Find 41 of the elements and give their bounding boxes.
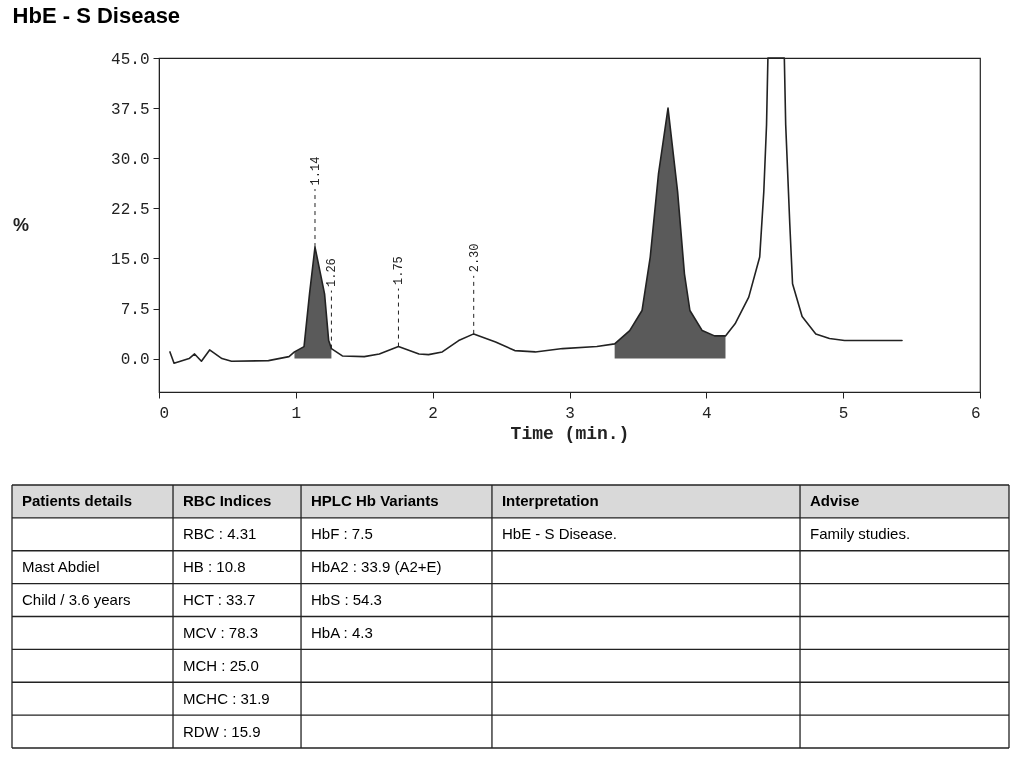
y-tick-label: 15.0 [111,250,150,269]
text: Mast Abdiel [22,558,100,576]
text: RDW : 15.9 [183,722,261,740]
category-label: HPLC Hb Variants [311,492,439,510]
y-tick-label: 7.5 [120,301,150,319]
chart-title: HbE - S Disease [12,3,181,28]
text: HbS : 54.3 [311,591,382,609]
text: HbF : 7.5 [311,525,373,543]
y-tick-label: 37.5 [111,100,150,119]
y-tick-label: 0.0 [120,351,150,370]
annotation: 1.26 [325,258,340,287]
text: HCT : 33.7 [183,591,256,609]
x-tick-label: 1 [291,404,302,423]
text: MCHC : 31.9 [183,689,270,707]
category-label: RBC Indices [183,492,272,510]
text: HbE - S Disease. [501,525,617,543]
text: HB : 10.8 [183,558,246,576]
y-tick-label: 30.0 [111,150,150,169]
category-label: Interpretation [501,492,599,510]
text: MCH : 25.0 [183,656,259,674]
text: RBC : 4.31 [183,525,257,543]
text: HbA : 4.3 [311,623,373,641]
x-tick-label: 3 [565,404,575,423]
x-tick-label: 6 [970,404,981,423]
y-tick-label: 22.5 [111,200,150,219]
x-tick-label: 5 [838,404,849,423]
category-label: Patients details [22,492,133,510]
text: Family studies. [810,525,911,543]
x-tick-label: 0 [159,404,170,423]
category-label: Advise [810,492,860,510]
y-tick-label: 45.0 [111,50,150,69]
x-axis-title: Time (min.) [510,423,630,444]
annotation: 1.75 [392,256,407,285]
text: MCV : 78.3 [183,623,259,641]
annotation: 2.30 [467,243,482,273]
x-tick-label: 2 [428,404,438,423]
text: Child / 3.6 years [22,591,131,609]
text: HbA2 : 33.9 (A2+E) [311,558,442,576]
y-axis-title: % [13,214,30,235]
x-tick-label: 4 [702,404,712,423]
annotation: 1.14 [308,156,323,186]
